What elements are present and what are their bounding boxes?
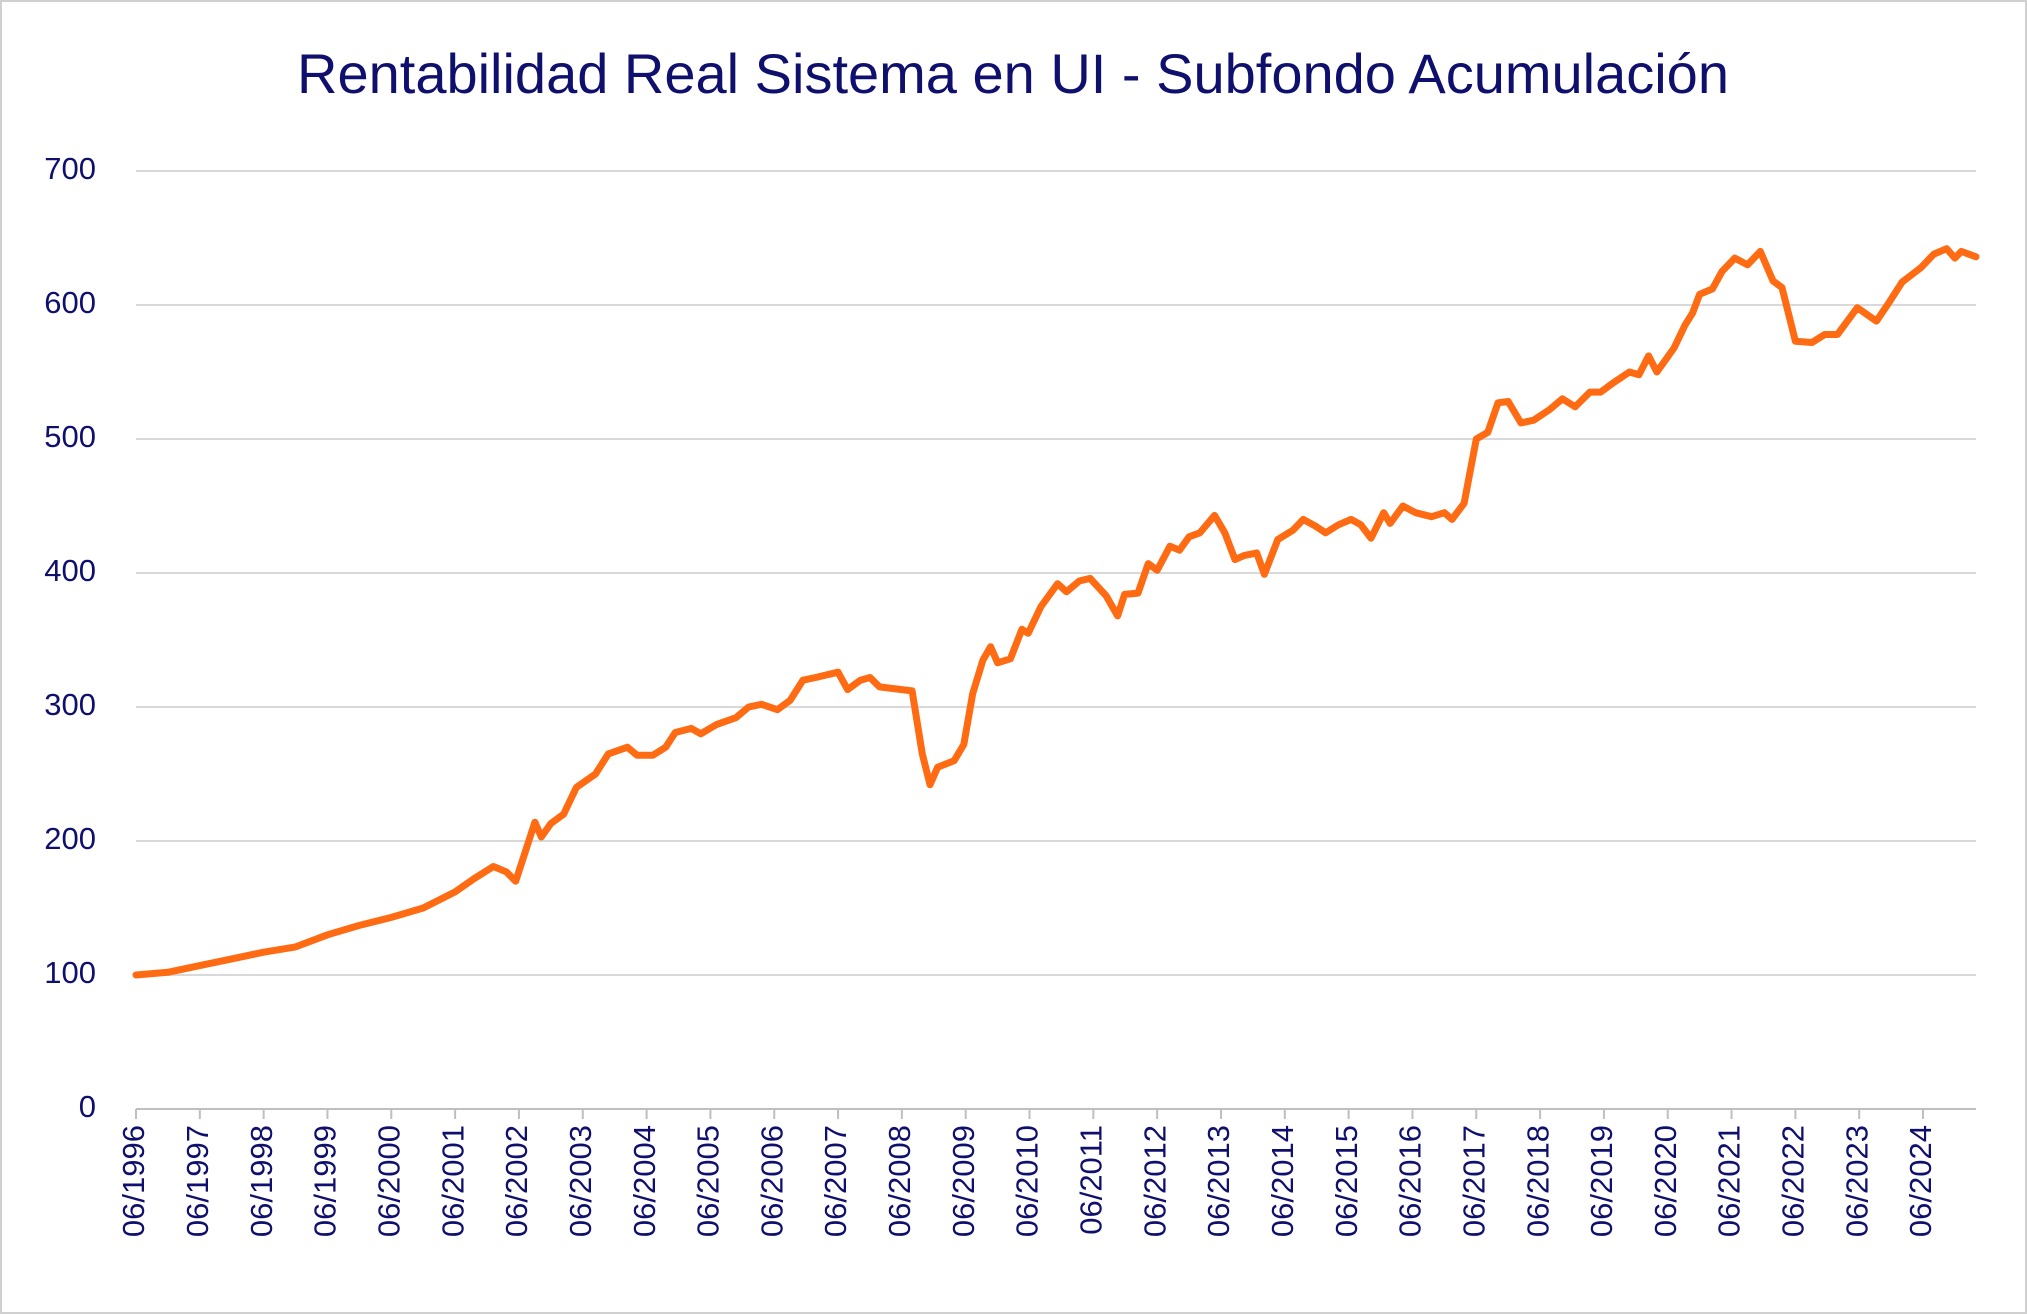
x-tick-label: 06/2020 [1648, 1125, 1683, 1237]
y-tick-label: 400 [44, 553, 96, 588]
x-tick-label: 06/2009 [946, 1125, 981, 1237]
x-tick-label: 06/2004 [627, 1125, 662, 1237]
y-tick-label: 700 [44, 151, 96, 186]
chart-title: Rentabilidad Real Sistema en UI - Subfon… [297, 42, 1729, 105]
x-tick-label: 06/2003 [563, 1125, 598, 1237]
x-tick-label: 06/1996 [116, 1125, 151, 1237]
x-tick-label: 06/1998 [244, 1125, 279, 1237]
y-tick-label: 500 [44, 419, 96, 454]
x-tick-label: 06/2005 [691, 1125, 726, 1237]
x-tick-label: 06/2018 [1520, 1125, 1555, 1237]
x-tick-label: 06/2022 [1776, 1125, 1811, 1237]
x-tick-label: 06/2010 [1010, 1125, 1045, 1237]
x-tick-label: 06/2024 [1903, 1125, 1938, 1237]
x-tick-label: 06/2016 [1393, 1125, 1428, 1237]
x-tick-label: 06/2001 [435, 1125, 470, 1237]
x-tick-label: 06/2014 [1265, 1125, 1300, 1237]
x-tick-label: 06/2000 [371, 1125, 406, 1237]
x-tick-label: 06/2015 [1329, 1125, 1364, 1237]
x-tick-label: 06/2012 [1137, 1125, 1172, 1237]
y-tick-label: 200 [44, 821, 96, 856]
y-tick-label: 100 [44, 955, 96, 990]
x-tick-label: 06/2007 [818, 1125, 853, 1237]
y-tick-label: 600 [44, 285, 96, 320]
x-tick-label: 06/1999 [308, 1125, 343, 1237]
x-tick-label: 06/2008 [882, 1125, 917, 1237]
x-tick-label: 06/2019 [1584, 1125, 1619, 1237]
x-tick-label: 06/2013 [1201, 1125, 1236, 1237]
x-tick-label: 06/2017 [1456, 1125, 1491, 1237]
x-tick-label: 06/2021 [1712, 1125, 1747, 1237]
y-tick-label: 300 [44, 687, 96, 722]
data-line [132, 245, 1980, 979]
x-tick-label: 06/2023 [1839, 1125, 1874, 1237]
x-tick-label: 06/2006 [754, 1125, 789, 1237]
x-tick-label: 06/2011 [1074, 1125, 1109, 1235]
x-tick-label: 06/2002 [499, 1125, 534, 1237]
x-tick-label: 06/1997 [180, 1125, 215, 1237]
y-tick-label: 0 [79, 1089, 96, 1124]
